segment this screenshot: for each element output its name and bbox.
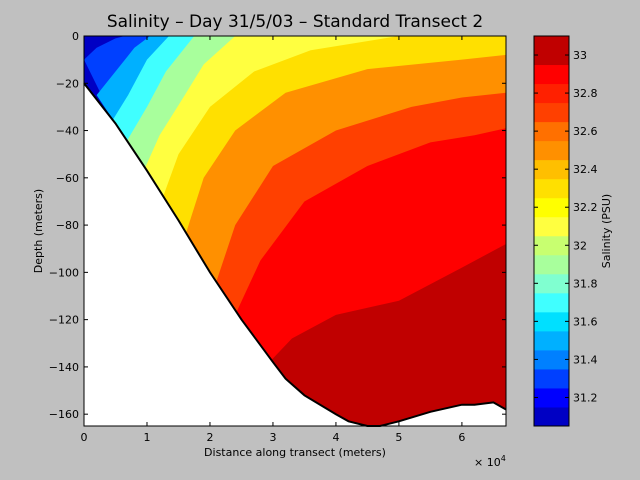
salinity-contours: [84, 36, 507, 427]
plot-area: 0 1 2 3 4 5 6 0 −20 −40 −60 −80 −100 −120 −140 −160: [49, 30, 507, 444]
x-axis-label: Distance along transect (meters): [204, 446, 386, 459]
chart-title: Salinity – Day 31/5/03 – Standard Transe…: [107, 12, 483, 32]
colorbar-tick-label: 32.4: [573, 163, 598, 176]
colorbar-tick-label: 31.2: [573, 391, 598, 404]
colorbar-cell: [534, 121, 569, 142]
x-axis-multiplier: × 104: [474, 454, 506, 469]
colorbar-cell: [534, 349, 569, 370]
x-tick-label: 1: [143, 431, 150, 444]
plot-frame: [83, 35, 507, 427]
x-axis: 0 1 2 3 4 5 6: [81, 36, 465, 444]
colorbar-cell: [534, 83, 569, 104]
y-tick-label: −100: [49, 266, 79, 279]
y-tick-label: −80: [56, 219, 79, 232]
colorbar-cell: [534, 159, 569, 180]
x-tick-label: 0: [81, 431, 88, 444]
colorbar-cell: [534, 216, 569, 237]
y-axis-label: Depth (meters): [32, 189, 45, 273]
y-tick-label: −160: [49, 408, 79, 421]
y-tick-label: −140: [49, 361, 79, 374]
colorbar-cell: [534, 387, 569, 408]
colorbar-cell: [534, 178, 569, 199]
colorbar-cell: [534, 235, 569, 256]
colorbar-cell: [534, 197, 569, 218]
colorbar-tick-label: 31.6: [573, 315, 598, 328]
colorbar-cell: [534, 368, 569, 389]
colorbar-cell: [534, 140, 569, 161]
y-tick-label: −40: [56, 125, 79, 138]
bathymetry-line: [83, 82, 507, 427]
colorbar-label: Salinity (PSU): [600, 194, 613, 268]
colorbar-cell: [534, 273, 569, 294]
colorbar-tick-label: 33: [573, 49, 587, 62]
colorbar-cell: [534, 406, 569, 427]
y-tick-label: 0: [72, 30, 79, 43]
colorbar-cell: [534, 254, 569, 275]
colorbar: 31.2 31.4 31.6 31.8 32 32.2 32.4 32.6 32.8 33 Sal…: [533, 35, 613, 427]
colorbar-tick-label: 31.8: [573, 277, 598, 290]
colorbar-cell: [534, 330, 569, 351]
x-tick-label: 6: [458, 431, 465, 444]
colorbar-cell: [534, 102, 569, 123]
y-tick-label: −20: [56, 77, 79, 90]
x-tick-label: 2: [206, 431, 213, 444]
colorbar-tick-label: 32.8: [573, 87, 598, 100]
seafloor: [83, 82, 507, 427]
y-tick-label: −120: [49, 314, 79, 327]
salinity-band-33: [260, 244, 506, 426]
seafloor-fill: [84, 83, 506, 427]
colorbar-tick-label: 31.4: [573, 353, 598, 366]
colorbar-cell: [534, 292, 569, 313]
y-tick-label: −60: [56, 172, 79, 185]
y-axis: 0 −20 −40 −60 −80 −100 −120 −140 −160: [49, 30, 506, 421]
x-tick-label: 5: [395, 431, 402, 444]
colorbar-tick-label: 32: [573, 239, 587, 252]
colorbar-tick-label: 32.2: [573, 201, 598, 214]
colorbar-frame: [533, 35, 570, 427]
colorbar-cell: [534, 36, 569, 66]
colorbar-cell: [534, 64, 569, 85]
x-tick-label: 3: [269, 431, 276, 444]
colorbar-tick-label: 32.6: [573, 125, 598, 138]
colorbar-cell: [534, 311, 569, 332]
x-tick-label: 4: [332, 431, 339, 444]
